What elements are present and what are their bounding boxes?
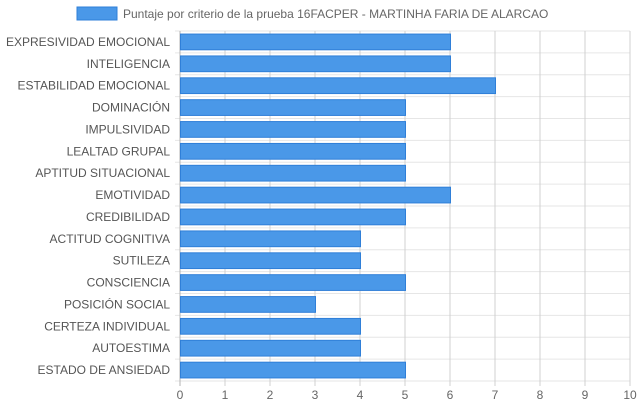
bar[interactable] [180, 55, 451, 73]
category-labels: EXPRESIVIDAD EMOCIONAL INTELIGENCIA ESTABI… [6, 35, 170, 377]
category-label: ESTADO DE ANSIEDAD [38, 363, 171, 377]
chart-legend[interactable]: Puntaje por criterio de la prueba 16FACP… [76, 6, 548, 21]
category-label: POSICIÓN SOCIAL [64, 296, 170, 311]
category-label: SUTILEZA [113, 254, 170, 268]
bar[interactable] [180, 142, 406, 160]
bar[interactable] [180, 230, 361, 248]
category-label: APTITUD SITUACIONAL [35, 166, 170, 180]
bar[interactable] [180, 208, 406, 226]
x-tick-label: 8 [537, 388, 544, 402]
bar[interactable] [180, 274, 406, 291]
category-label: LEALTAD GRUPAL [67, 144, 171, 158]
bar[interactable] [180, 164, 406, 182]
bar[interactable] [180, 77, 496, 95]
category-label: IMPULSIVIDAD [85, 122, 170, 136]
legend-swatch [76, 6, 118, 21]
bar[interactable] [180, 121, 406, 138]
bar[interactable] [180, 296, 316, 313]
x-tick-label: 10 [623, 388, 637, 402]
category-label: EMOTIVIDAD [95, 188, 170, 202]
legend-label: Puntaje por criterio de la prueba 16FACP… [123, 7, 548, 21]
x-tick-label: 1 [222, 388, 229, 402]
bar[interactable] [180, 33, 451, 51]
x-tick-label: 7 [492, 388, 499, 402]
bar[interactable] [180, 99, 406, 116]
category-label: CREDIBILIDAD [86, 210, 170, 224]
category-label: CERTEZA INDIVIDUAL [44, 319, 170, 333]
x-tick-label: 5 [402, 388, 409, 402]
bar[interactable] [180, 317, 361, 335]
category-label: ESTABILIDAD EMOCIONAL [18, 79, 171, 93]
x-tick-label: 3 [312, 388, 319, 402]
x-axis-ticks: 0 1 2 3 4 5 6 7 8 9 10 [177, 388, 637, 402]
category-label: CONSCIENCIA [87, 276, 170, 290]
category-label: ACTITUD COGNITIVA [50, 232, 170, 246]
category-label: EXPRESIVIDAD EMOCIONAL [6, 35, 170, 49]
x-tick-label: 6 [447, 388, 454, 402]
bar[interactable] [180, 252, 361, 270]
category-label: DOMINACIÓN [92, 100, 170, 115]
x-tick-label: 9 [582, 388, 589, 402]
category-label: AUTOESTIMA [92, 341, 170, 355]
x-tick-label: 2 [267, 388, 274, 402]
bar[interactable] [180, 339, 361, 357]
chart-bars [180, 33, 496, 379]
chart-grid [175, 30, 631, 386]
x-tick-label: 0 [177, 388, 184, 402]
bar[interactable] [180, 361, 406, 379]
category-label: INTELIGENCIA [87, 57, 170, 71]
x-tick-label: 4 [357, 388, 364, 402]
bar[interactable] [180, 186, 451, 204]
